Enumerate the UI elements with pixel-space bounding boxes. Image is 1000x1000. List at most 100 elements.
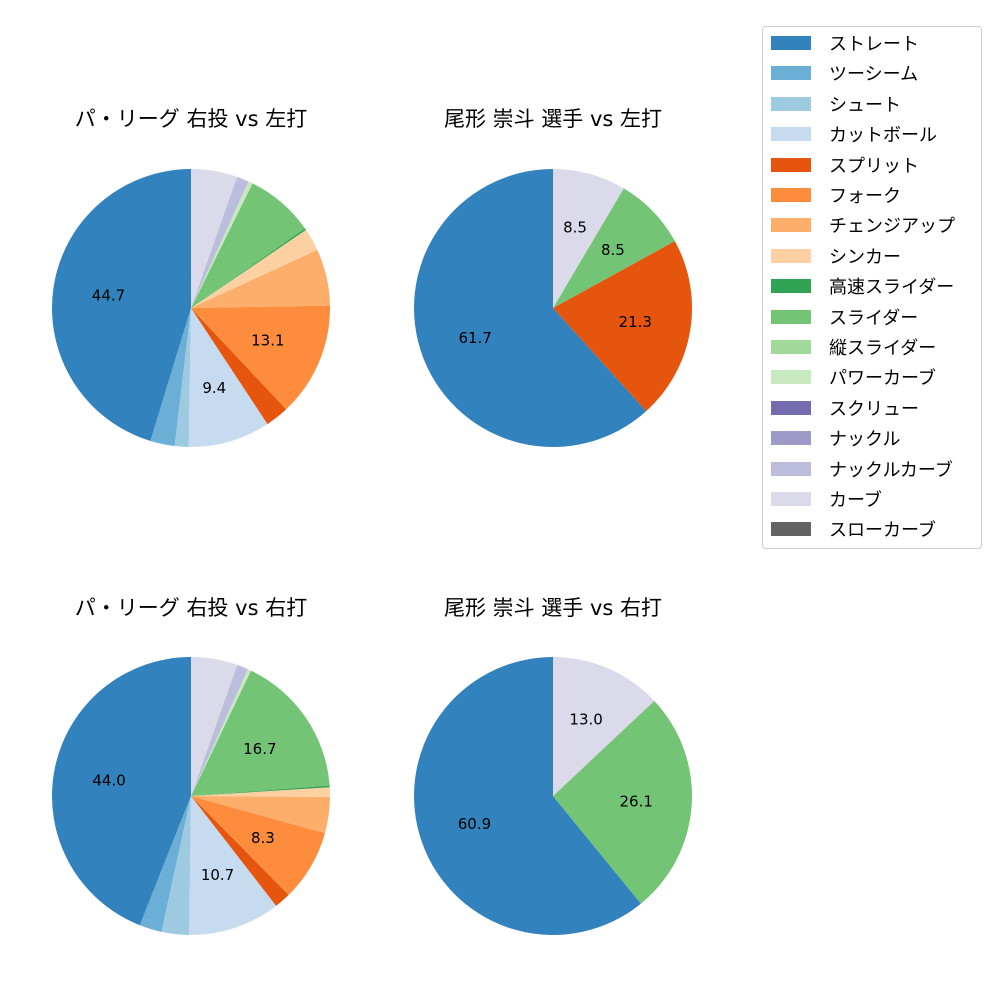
legend-swatch [771, 96, 811, 111]
legend-label: スローカーブ [829, 520, 936, 542]
pie-slice [191, 169, 238, 308]
slice-label: 8.5 [563, 219, 587, 237]
pie-slice [414, 169, 647, 448]
legend-swatch [771, 279, 811, 294]
chart-title-3: パ・リーグ 右投 vs 右打 [74, 596, 308, 620]
legend-label: ツーシーム [829, 64, 919, 86]
pie-slice [191, 657, 238, 796]
legend-item: カーブ [771, 488, 882, 511]
slice-label: 61.7 [458, 329, 491, 347]
slice-label: 16.7 [243, 740, 276, 758]
pie-slice [191, 670, 330, 796]
legend-item: シンカー [771, 245, 901, 268]
legend-swatch [771, 340, 811, 354]
legend-label: シンカー [829, 246, 901, 268]
slice-label: 13.0 [569, 710, 602, 728]
pie-slice [191, 796, 330, 834]
pie-slice [191, 796, 325, 895]
slice-label: 13.1 [251, 331, 284, 349]
legend-label: パワーカーブ [829, 368, 936, 390]
legend-item: 縦スライダー [771, 336, 937, 359]
pie-slice [189, 796, 277, 935]
legend-swatch [771, 400, 811, 415]
legend-item: スクリュー [771, 397, 919, 420]
slice-label: 26.1 [620, 792, 653, 810]
legend-item: ツーシーム [771, 62, 919, 86]
pie-slice [191, 249, 330, 308]
legend-item: チェンジアップ [771, 214, 955, 238]
pie-slice [191, 796, 289, 906]
pie-slice [52, 169, 191, 441]
pie-slice [139, 796, 191, 932]
legend-item: スローカーブ [771, 518, 936, 542]
pie-slice [191, 664, 248, 796]
legend-item: シュート [771, 93, 901, 116]
legend-label: ナックル [829, 429, 901, 451]
legend-item: カットボール [771, 123, 937, 147]
pie-slice [191, 669, 251, 796]
legend-swatch [771, 492, 811, 506]
pie-slice [191, 228, 306, 308]
legend-swatch [771, 188, 811, 202]
pie-chart-2: 61.7 21.3 8.5 8.5 [414, 169, 692, 448]
legend-label: 高速スライダー [829, 277, 955, 299]
pie-chart-1: 44.7 9.4 13.1 [52, 169, 330, 447]
legend-swatch [771, 36, 811, 50]
pie-slice [174, 308, 191, 447]
pie-slice [150, 308, 191, 447]
legend-label: ストレート [829, 34, 919, 55]
legend-swatch [771, 370, 811, 385]
legend-item: 高速スライダー [771, 275, 955, 299]
legend-item: スライダー [771, 306, 918, 329]
legend-label: ナックルカーブ [829, 459, 953, 481]
pie-slice [52, 657, 191, 926]
legend-label: チェンジアップ [829, 216, 955, 238]
legend-swatch [771, 66, 811, 81]
pie-slice [553, 657, 655, 796]
pie-chart-3: 44.0 10.7 8.3 16.7 [52, 657, 330, 935]
legend-swatch [771, 431, 811, 446]
legend-swatch [771, 248, 811, 263]
slice-label: 8.3 [251, 829, 275, 847]
legend-item: ナックルカーブ [771, 458, 953, 481]
legend-label: フォーク [829, 186, 901, 207]
legend-swatch [771, 127, 811, 142]
legend-label: カーブ [829, 490, 882, 511]
legend-item: ナックル [771, 427, 901, 451]
legend-swatch [771, 522, 811, 537]
slice-label: 21.3 [619, 313, 652, 331]
legend-swatch [771, 309, 811, 324]
pie-slice [188, 308, 268, 447]
legend-swatch [771, 461, 811, 476]
chart-title-4: 尾形 崇斗 選手 vs 右打 [443, 596, 663, 620]
legend-item: スプリット [771, 154, 919, 177]
slice-label: 8.5 [601, 241, 625, 259]
pie-slice [191, 787, 330, 797]
pie-slice [553, 700, 692, 904]
legend-item: パワーカーブ [771, 366, 936, 390]
slice-label: 10.7 [201, 866, 234, 884]
pie-slice [191, 181, 253, 308]
legend-label: 縦スライダー [829, 338, 937, 359]
legend: ストレートツーシームシュートカットボール スプリットフォークチェンジアップ シンカー… [762, 26, 982, 549]
slice-label: 60.9 [458, 815, 491, 833]
pie-chart-4: 60.9 26.1 13.0 [414, 657, 692, 935]
legend-label: スクリュー [829, 398, 919, 420]
pie-slice [553, 241, 692, 412]
legend-swatch [771, 157, 811, 172]
pie-slice [191, 183, 305, 308]
pie-slice [553, 188, 675, 308]
chart-title-1: パ・リーグ 右投 vs 左打 [74, 107, 308, 131]
slice-label: 44.0 [92, 771, 125, 789]
slice-label: 9.4 [202, 379, 226, 397]
legend-item: フォーク [771, 184, 901, 207]
legend-swatch [771, 218, 811, 233]
pie-slice [191, 785, 330, 796]
pie-slice [414, 657, 641, 935]
pie-slice [191, 229, 318, 308]
legend-label: カットボール [829, 125, 937, 147]
legend-label: スプリット [829, 155, 919, 177]
legend-label: シュート [829, 94, 901, 116]
slice-label: 44.7 [92, 287, 125, 305]
pie-slice [191, 308, 287, 425]
